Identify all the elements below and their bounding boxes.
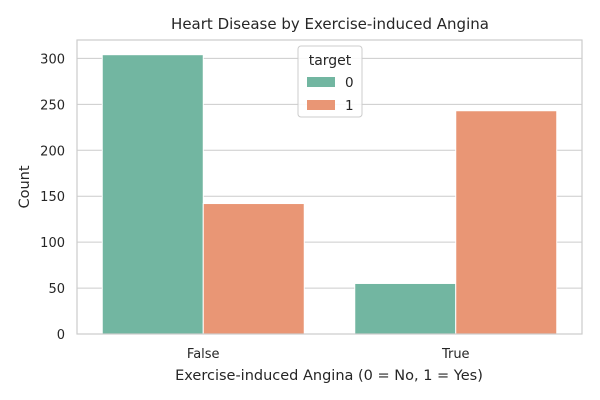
y-tick-label: 250 [40, 98, 65, 113]
legend-title: target [309, 53, 352, 69]
bar-false-target-1 [202, 203, 305, 335]
legend-swatch-1 [307, 100, 335, 110]
x-tick-label: True [441, 347, 470, 362]
chart-title: Heart Disease by Exercise-induced Angina [171, 15, 489, 33]
bar-false-target-0 [101, 54, 204, 335]
y-tick-label: 300 [40, 52, 65, 67]
y-tick-label: 150 [40, 190, 65, 205]
legend-label-0: 0 [345, 75, 354, 91]
y-tick-label: 200 [40, 144, 65, 159]
plot-frame [76, 39, 583, 335]
y-tick-label: 50 [48, 282, 65, 297]
x-tick-label: False [187, 347, 220, 362]
y-tick-label: 0 [57, 328, 65, 343]
legend: target 01 [297, 45, 363, 118]
y-axis-label: Count [17, 165, 33, 208]
x-axis-ticks: False True [187, 347, 470, 362]
legend-items: 01 [307, 75, 354, 114]
bar-true-target-1 [455, 110, 558, 335]
legend-swatch-0 [307, 77, 335, 87]
x-axis-label: Exercise-induced Angina (0 = No, 1 = Yes… [175, 368, 483, 384]
y-axis-ticks: 0 50 100 150 200 250 300 [40, 52, 65, 343]
y-tick-label: 100 [40, 236, 65, 251]
legend-label-1: 1 [345, 98, 354, 114]
bar-true-target-0 [354, 282, 457, 335]
